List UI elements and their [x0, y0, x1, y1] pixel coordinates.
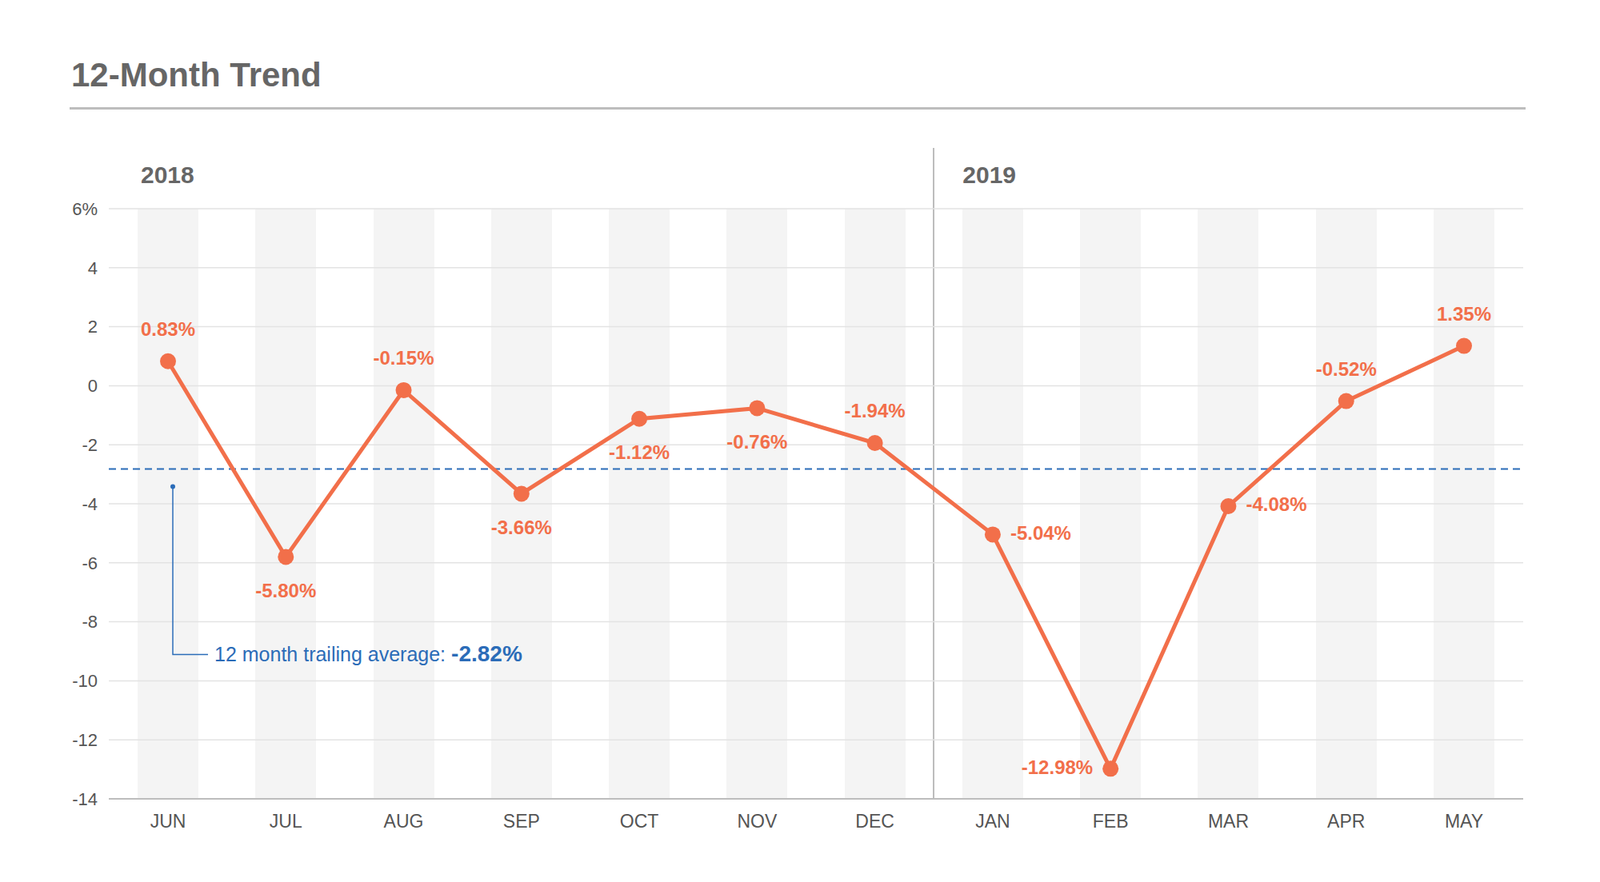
svg-text:2: 2 — [88, 316, 98, 337]
html-text:2018: 2018 — [140, 161, 195, 188]
svg-text:-1.12%: -1.12% — [608, 441, 670, 464]
svg-text:APR: APR — [1327, 811, 1365, 832]
svg-text:JAN: JAN — [975, 811, 1010, 832]
svg-text:-4: -4 — [81, 494, 98, 515]
svg-text:DEC: DEC — [855, 811, 895, 832]
svg-text:1.35%: 1.35% — [1436, 303, 1492, 325]
svg-text:-3.66%: -3.66% — [491, 516, 552, 539]
svg-text:OCT: OCT — [620, 811, 660, 832]
svg-text:NOV: NOV — [736, 811, 778, 832]
svg-text:-1.94%: -1.94% — [844, 400, 906, 422]
svg-text:6%: 6% — [72, 199, 98, 220]
svg-text:-5.04%: -5.04% — [1010, 522, 1072, 544]
svg-text:0: 0 — [88, 376, 98, 396]
svg-text:SEP: SEP — [503, 811, 540, 832]
svg-text:MAY: MAY — [1444, 811, 1484, 832]
svg-text:-0.15%: -0.15% — [373, 347, 435, 369]
svg-text:-8: -8 — [81, 612, 98, 632]
svg-text:-14: -14 — [72, 789, 98, 810]
svg-text:4: 4 — [88, 258, 98, 279]
svg-text:-4.08%: -4.08% — [1245, 493, 1307, 516]
svg-text:-0.52%: -0.52% — [1316, 358, 1377, 380]
svg-text:FEB: FEB — [1092, 811, 1129, 832]
html-text:12 month trailing average: -2.: 12 month trailing average: -2.82% — [214, 642, 523, 667]
svg-text:JUN: JUN — [150, 811, 187, 832]
svg-text:0.83%: 0.83% — [140, 318, 196, 340]
svg-text:MAR: MAR — [1208, 811, 1249, 832]
svg-text:JUL: JUL — [269, 811, 303, 832]
svg-text:-2: -2 — [81, 435, 98, 456]
html-text:12-Month Trend: 12-Month Trend — [71, 56, 322, 94]
svg-text:AUG: AUG — [384, 811, 424, 832]
svg-text:-12.98%: -12.98% — [1021, 756, 1093, 779]
html-text:2019: 2019 — [962, 161, 1016, 188]
svg-text:-6: -6 — [81, 553, 98, 574]
svg-text:-0.76%: -0.76% — [726, 431, 788, 453]
svg-text:-12: -12 — [72, 730, 98, 751]
svg-text:-10: -10 — [72, 671, 98, 692]
svg-text:-5.80%: -5.80% — [255, 580, 316, 602]
